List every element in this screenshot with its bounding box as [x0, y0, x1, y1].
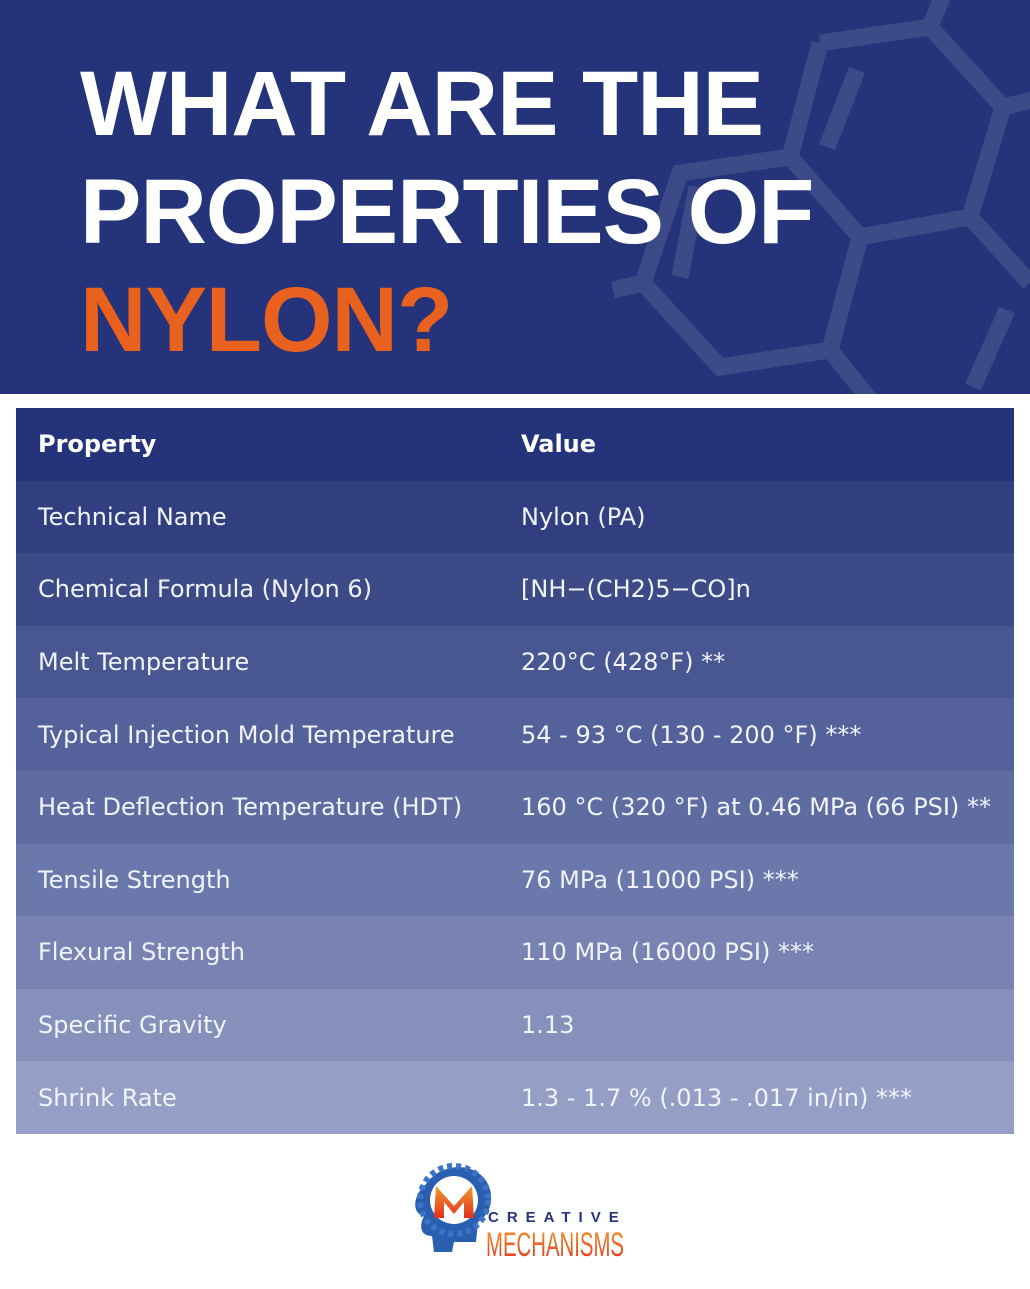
value-cell: 76 MPa (11000 PSI) *** — [521, 865, 799, 894]
column-header-property: Property — [38, 430, 157, 459]
value-cell: 110 MPa (16000 PSI) *** — [521, 938, 814, 967]
table-row: Shrink Rate 1.3 - 1.7 % (.013 - .017 in/i… — [16, 1061, 1014, 1134]
creative-mechanisms-logo: CREATIVE MECHANISMS — [415, 1163, 627, 1264]
table-row: Melt Temperature 220°C (428°F) ** — [16, 625, 1014, 699]
table-row: Heat Deflection Temperature (HDT) 160 °C … — [16, 770, 1014, 844]
property-cell: Melt Temperature — [38, 648, 250, 677]
properties-table: Property Value Technical Name Nylon (PA) C… — [16, 408, 1014, 1134]
value-cell: Nylon (PA) — [521, 502, 646, 531]
property-cell: Flexural Strength — [38, 938, 245, 967]
property-cell: Typical Injection Mold Temperature — [38, 720, 455, 749]
table-row: Chemical Formula (Nylon 6) [NH−(CH2)5−CO]… — [16, 553, 1014, 626]
table-header-row: Property Value — [16, 408, 1014, 481]
page-title: WHAT ARE THE PROPERTIES OF NYLON? — [80, 50, 814, 374]
value-cell: 220°C (428°F) ** — [521, 648, 726, 677]
table-row: Tensile Strength 76 MPa (11000 PSI) *** — [16, 843, 1014, 917]
table-row: Typical Injection Mold Temperature 54 - 9… — [16, 698, 1014, 771]
table-row: Specific Gravity 1.13 — [16, 988, 1014, 1062]
table-row: Flexural Strength 110 MPa (16000 PSI) *** — [16, 916, 1014, 989]
property-cell: Shrink Rate — [38, 1083, 177, 1112]
hexagon-pattern-decoration — [611, 0, 1030, 394]
property-cell: Chemical Formula (Nylon 6) — [38, 575, 372, 604]
column-header-value: Value — [521, 430, 597, 459]
logo-text-mechanisms: MECHANISMS — [486, 1226, 624, 1264]
title-line-2: PROPERTIES OF — [80, 161, 814, 263]
hero-banner: WHAT ARE THE PROPERTIES OF NYLON? — [0, 0, 1030, 394]
title-line-1: WHAT ARE THE — [80, 53, 764, 155]
property-cell: Tensile Strength — [38, 865, 231, 894]
property-cell: Technical Name — [38, 502, 227, 531]
head-gear-icon — [415, 1163, 492, 1252]
value-cell: [NH−(CH2)5−CO]n — [521, 575, 751, 604]
property-cell: Heat Deflection Temperature (HDT) — [38, 793, 463, 822]
value-cell: 160 °C (320 °F) at 0.46 MPa (66 PSI) ** — [521, 793, 991, 822]
title-accent: NYLON? — [80, 269, 453, 371]
value-cell: 54 - 93 °C (130 - 200 °F) *** — [521, 720, 862, 749]
property-cell: Specific Gravity — [38, 1011, 227, 1040]
value-cell: 1.3 - 1.7 % (.013 - .017 in/in) *** — [521, 1083, 912, 1112]
table-row: Technical Name Nylon (PA) — [16, 480, 1014, 554]
value-cell: 1.13 — [521, 1011, 575, 1040]
logo-text-creative: CREATIVE — [488, 1209, 627, 1226]
